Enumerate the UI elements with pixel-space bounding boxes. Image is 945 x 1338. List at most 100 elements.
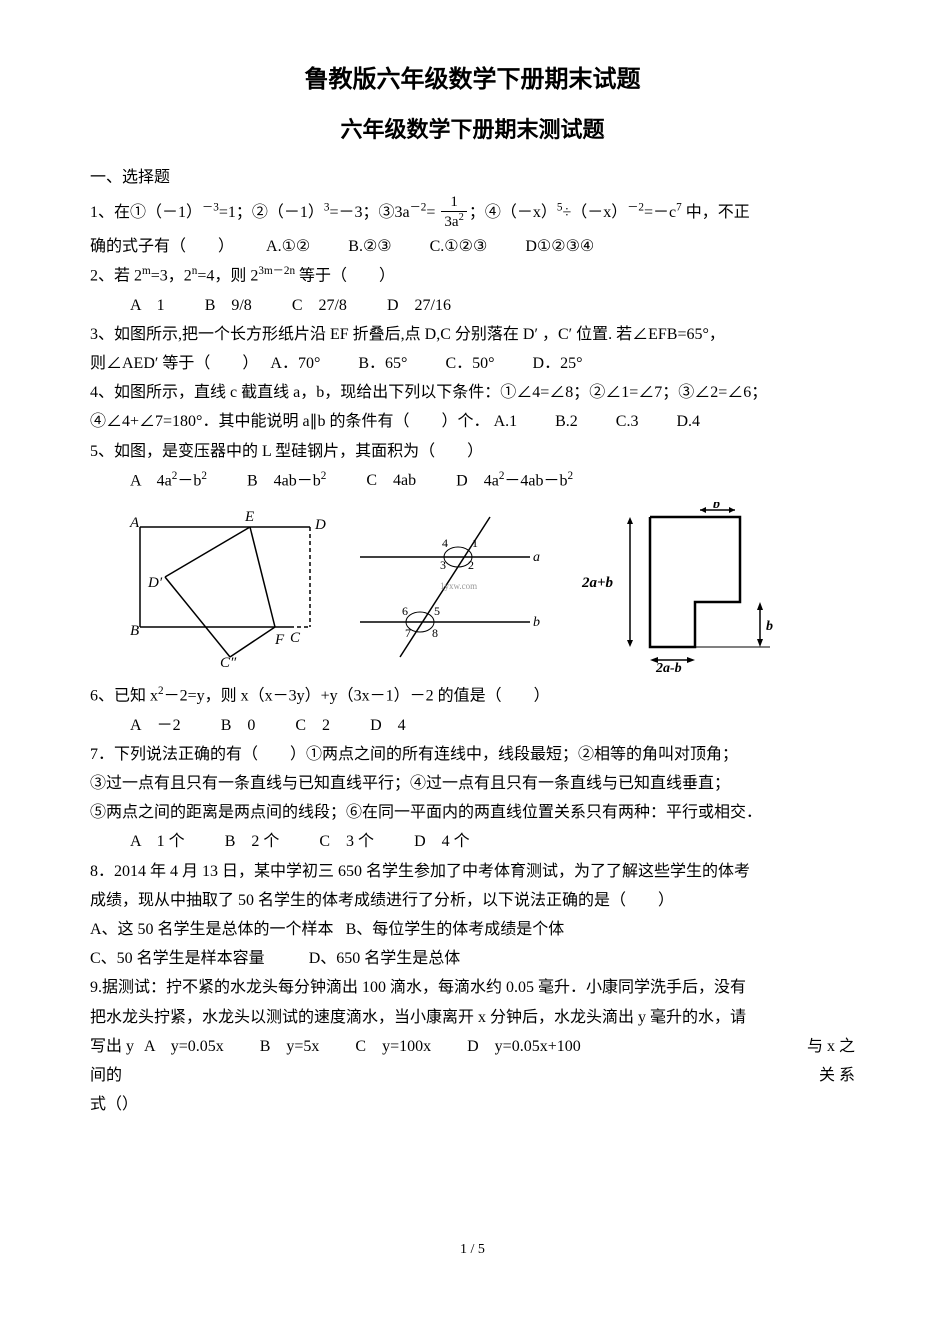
q1-part: =－3；③3a (329, 204, 409, 221)
n5: 5 (434, 604, 440, 618)
question-9-l3: 写出 y A y=0.05x B y=5x C y=100x D y=0.05x… (90, 1033, 855, 1060)
q7-optB: B 2 个 (225, 828, 280, 855)
q4-optD: D.4 (676, 408, 700, 435)
q1-eq: = (426, 204, 435, 221)
frac-den-base: 3a (444, 214, 458, 230)
lbl-a: a (533, 550, 540, 565)
q1-optD: D①②③④ (525, 233, 594, 260)
title-main: 鲁教版六年级数学下册期末试题 (90, 60, 855, 101)
frac-num: 1 (441, 195, 466, 212)
q4-optC: C.3 (616, 408, 639, 435)
q5-optB: B 4ab－b2 (247, 467, 326, 495)
lblF: F (274, 632, 285, 648)
lblA: A (129, 515, 140, 531)
n3: 3 (440, 558, 446, 572)
s: 2 (568, 470, 574, 482)
q8-optC: C、50 名学生是样本容量 (90, 950, 265, 967)
q1-optA: A.①② (266, 233, 310, 260)
lbl-2a-b: 2a-b (655, 661, 682, 672)
q9-optA: A y=0.05x (144, 1033, 224, 1060)
watermark: 1yxw.com (440, 581, 477, 591)
q2-optD: D 27/16 (387, 292, 451, 319)
title-sub: 六年级数学下册期末测试题 (90, 111, 855, 148)
question-8-ab: A、这 50 名学生是总体的一个样本 B、每位学生的体考成绩是个体 (90, 916, 855, 943)
figure-fold-rectangle: A B C D E F D′ C″ (120, 507, 330, 667)
question-8-l2: 成绩，现从中抽取了 50 名学生的体考成绩进行了分析，以下说法正确的是（ ） (90, 887, 855, 914)
q1-optC: C.①②③ (430, 233, 488, 260)
q6-part: －2=y，则 x（x－3y）+y（3x－1）－2 的值是（ ） (164, 688, 550, 705)
q6-optA: A －2 (130, 712, 181, 739)
question-8-l1: 8．2014 年 4 月 13 日，某中学初三 650 名学生参加了中考体育测试… (90, 858, 855, 885)
question-7-l2: ③过一点有且只有一条直线与已知直线平行；④过一点有且只有一条直线与已知直线垂直； (90, 770, 855, 797)
q2-optA: A 1 (130, 292, 165, 319)
q9-optD: D y=0.05x+100 (467, 1033, 581, 1060)
q1-part: ；④（－x） (469, 204, 557, 221)
question-1: 1、在①（－1）－3=1；②（－1）3=－3；③3a－2= 1 3a2 ；④（－… (90, 195, 855, 231)
question-6: 6、已知 x2－2=y，则 x（x－3y）+y（3x－1）－2 的值是（ ） (90, 682, 855, 710)
q2-part: 等于（ ） (295, 267, 395, 284)
q8-optB: B、每位学生的体考成绩是个体 (346, 921, 565, 938)
q1-exp: －2 (410, 201, 427, 213)
t: D 4a (456, 472, 499, 489)
q7-optA: A 1 个 (130, 828, 185, 855)
q1-text: 1、在①（－1）－3=1；②（－1）3=－3；③3a－2= 1 3a2 ；④（－… (90, 204, 750, 221)
q3-optD: D．25° (533, 350, 583, 377)
q2-part: =3，2 (151, 267, 192, 284)
question-4b: ④∠4+∠7=180°．其中能说明 a∥b 的条件有（ ）个． A.1 B.2 … (90, 408, 855, 435)
frac-den: 3a2 (441, 212, 466, 231)
q1-exp: －3 (202, 201, 219, 213)
q9-options: A y=0.05x B y=5x C y=100x D y=0.05x+100 (144, 1033, 581, 1060)
n7: 7 (405, 626, 411, 640)
n6: 6 (402, 604, 408, 618)
figure-l-shape: b 2a+b b 2a-b (570, 502, 800, 672)
t: A 4a (130, 472, 172, 489)
lblD: D (314, 517, 326, 533)
n8: 8 (432, 626, 438, 640)
question-9-l1: 9.据测试：拧不紧的水龙头每分钟滴出 100 滴水，每滴水约 0.05 毫升．小… (90, 974, 855, 1001)
q1-stem-end: 确的式子有（ ） (90, 238, 234, 255)
figures-row: A B C D E F D′ C″ a b 1 2 3 4 5 6 7 8 1y… (120, 502, 855, 672)
q6-optB: B 0 (221, 712, 256, 739)
t: －4ab－b (504, 472, 567, 489)
s: 2 (201, 470, 207, 482)
q7-optD: D 4 个 (414, 828, 470, 855)
question-1b: 确的式子有（ ） A.①② B.②③ C.①②③ D①②③④ (90, 233, 855, 260)
t: B 4ab－b (247, 472, 321, 489)
q2-optC: C 27/8 (292, 292, 347, 319)
lbl-b: b (533, 615, 540, 630)
lblCp: C″ (220, 655, 237, 667)
question-7-l1: 7．下列说法正确的有（ ）①两点之间的所有连线中，线段最短；②相等的角叫对顶角； (90, 741, 855, 768)
q5-options: A 4a2－b2 B 4ab－b2 C 4ab D 4a2－4ab－b2 (90, 467, 855, 495)
q1-exp: －2 (627, 201, 644, 213)
t: －b (177, 472, 201, 489)
lblDp: D′ (147, 575, 163, 591)
q6-part: 6、已知 x (90, 688, 158, 705)
n4: 4 (442, 536, 448, 550)
n2: 2 (468, 558, 474, 572)
q2-sup: 3m－2n (258, 265, 295, 277)
question-7-l3: ⑤两点之间的距离是两点间的线段；⑥在同一平面内的两直线位置关系只有两种：平行或相… (90, 799, 855, 826)
q1-part: =－c (644, 204, 676, 221)
q1-fraction: 1 3a2 (441, 195, 466, 231)
q2-part: =4，则 2 (197, 267, 258, 284)
q9-l4b: 关 系 (819, 1062, 855, 1089)
question-5: 5、如图，是变压器中的 L 型硅钢片，其面积为（ ） (90, 438, 855, 465)
q3-optB: B．65° (358, 350, 407, 377)
q1-optB: B.②③ (348, 233, 391, 260)
question-8-cd: C、50 名学生是样本容量 D、650 名学生是总体 (90, 945, 855, 972)
q6-options: A －2 B 0 C 2 D 4 (90, 712, 855, 739)
q9-optB: B y=5x (260, 1033, 320, 1060)
q4-options: A.1 B.2 C.3 D.4 (494, 413, 734, 430)
q3-stem-end: 则∠AED′ 等于（ ） (90, 355, 258, 372)
section-heading-1: 一、选择题 (90, 164, 855, 191)
question-4: 4、如图所示，直线 c 截直线 a，b，现给出下列以下条件：①∠4=∠8；②∠1… (90, 379, 855, 406)
figure-transversal: a b 1 2 3 4 5 6 7 8 1yxw.com (350, 507, 550, 667)
q1-options: A.①② B.②③ C.①②③ D①②③④ (266, 238, 628, 255)
q3-optC: C．50° (445, 350, 494, 377)
n1: 1 (472, 536, 478, 550)
q3-options: A．70° B．65° C．50° D．25° (270, 355, 616, 372)
lblB: B (130, 623, 139, 639)
q9-optC: C y=100x (355, 1033, 431, 1060)
lbl-2a+b: 2a+b (581, 575, 614, 591)
q6-optC: C 2 (295, 712, 330, 739)
